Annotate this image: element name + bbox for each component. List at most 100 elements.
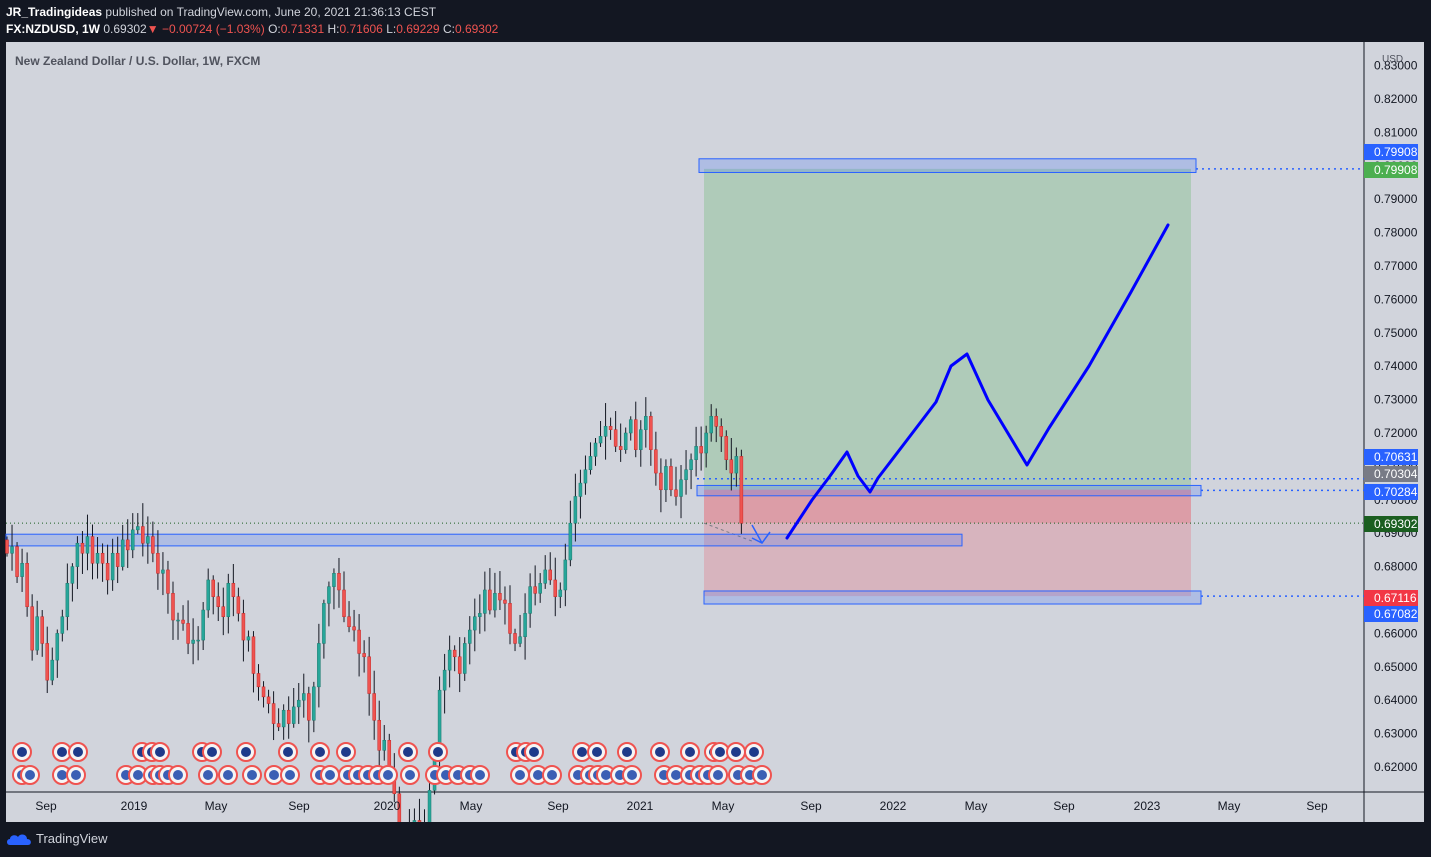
candle-body — [548, 569, 552, 581]
candle-body — [684, 469, 688, 481]
candle-body — [171, 593, 175, 621]
time-tick: Sep — [1053, 799, 1075, 813]
candle-body — [271, 703, 276, 724]
legend-title: New Zealand Dollar / U.S. Dollar, 1W, FX… — [15, 54, 260, 68]
candle-body — [236, 596, 241, 614]
candle-body — [231, 583, 236, 597]
candle-body — [397, 793, 402, 822]
time-axis[interactable] — [6, 792, 1424, 822]
candle-body — [55, 633, 60, 661]
candle-body — [181, 619, 185, 624]
candle-body — [186, 623, 190, 644]
candle-body — [503, 599, 507, 604]
risk-area[interactable] — [704, 523, 1191, 597]
us-flag-icon — [757, 770, 767, 780]
tradingview-cloud-icon — [7, 834, 31, 845]
candle-body — [447, 649, 452, 671]
candle-body — [583, 469, 588, 484]
author-name[interactable]: JR_Tradingideas — [6, 5, 103, 19]
candle-body — [40, 616, 44, 644]
horizontal-lines[interactable] — [6, 168, 1364, 597]
time-tick: 2022 — [880, 799, 907, 813]
long-position-tool[interactable] — [703, 168, 1191, 597]
position-connector — [703, 522, 753, 542]
price-tick: 0.68000 — [1374, 560, 1418, 574]
candle-body — [508, 603, 512, 634]
price-tick: 0.82000 — [1374, 92, 1418, 106]
currency-label: USD — [1382, 54, 1403, 65]
ohlc-line: FX:NZDUSD, 1W 0.69302▼ −0.00724 (−1.03%)… — [6, 22, 498, 36]
price-tick: 0.76000 — [1374, 292, 1418, 306]
candle-body — [105, 563, 110, 581]
candle-body — [729, 459, 734, 474]
candle-body — [246, 636, 251, 641]
candle-body — [241, 613, 246, 641]
time-tick: 2020 — [374, 799, 401, 813]
nz-flag-icon — [315, 747, 325, 757]
candle-body — [151, 536, 155, 554]
time-tick: May — [460, 799, 483, 813]
us-flag-icon — [203, 770, 213, 780]
price-label-text: 0.79908 — [1374, 163, 1418, 177]
open-value: 0.71331 — [280, 22, 325, 36]
target-zone[interactable] — [698, 158, 1197, 173]
candle-body — [367, 656, 371, 694]
down-arrow-icon: ▼ — [146, 22, 159, 36]
price-tick: 0.64000 — [1374, 693, 1418, 707]
candle-body — [533, 586, 537, 594]
time-tick: Sep — [288, 799, 310, 813]
candle-body — [10, 546, 14, 554]
candle-body — [352, 626, 356, 631]
candle-body — [568, 522, 573, 561]
economic-events[interactable] — [12, 742, 772, 785]
price-chart[interactable]: 0.62000 0.63000 0.64000 0.65000 0.66000 0.670… — [0, 0, 1431, 822]
us-flag-icon — [285, 770, 295, 780]
candle-body — [5, 539, 9, 554]
nz-flag-icon — [341, 747, 351, 757]
candle-body — [261, 686, 266, 698]
candle-body — [45, 643, 49, 681]
price-label-box — [1364, 466, 1418, 482]
candle-body — [317, 643, 321, 688]
candle-body — [60, 616, 65, 634]
candle-body — [377, 719, 381, 751]
forecast-drawing[interactable] — [751, 223, 1170, 544]
nz-flag-icon — [283, 747, 293, 757]
nz-flag-icon — [207, 747, 217, 757]
us-flag-icon — [533, 770, 543, 780]
nz-flag-icon — [592, 747, 602, 757]
price-label-box — [1364, 144, 1418, 160]
price-label-text: 0.69302 — [1374, 517, 1418, 531]
candle-body — [327, 586, 331, 604]
candle-body — [739, 456, 744, 524]
tradingview-logo[interactable]: TradingView — [6, 831, 108, 846]
stop-zone[interactable] — [703, 590, 1202, 605]
symbol-label[interactable]: FX:NZDUSD, 1W — [6, 22, 100, 36]
candle-body — [357, 629, 361, 654]
price-label-box — [1364, 449, 1418, 465]
price-label-box — [1364, 516, 1418, 532]
nz-flag-icon — [622, 747, 632, 757]
time-tick: May — [712, 799, 735, 813]
price-label-text: 0.70631 — [1374, 450, 1418, 464]
time-tick: May — [205, 799, 228, 813]
time-tick: Sep — [800, 799, 822, 813]
down-arrow-drawing[interactable] — [751, 524, 771, 544]
candle-body — [679, 479, 683, 497]
entry-zone[interactable] — [696, 484, 1202, 497]
time-tick: Sep — [35, 799, 57, 813]
forecast-path[interactable] — [785, 223, 1170, 540]
footer-bar: TradingView — [0, 822, 1431, 857]
time-tick: 2023 — [1134, 799, 1161, 813]
candle-body — [623, 432, 628, 450]
candle-body — [266, 696, 271, 704]
candle-body — [382, 740, 386, 751]
profit-area[interactable] — [704, 168, 1191, 490]
candle-body — [578, 482, 583, 497]
us-flag-icon — [223, 770, 233, 780]
us-flag-icon — [405, 770, 415, 780]
candle-body — [136, 526, 140, 531]
us-flag-icon — [133, 770, 143, 780]
us-flag-icon — [671, 770, 681, 780]
candle-body — [473, 616, 477, 631]
